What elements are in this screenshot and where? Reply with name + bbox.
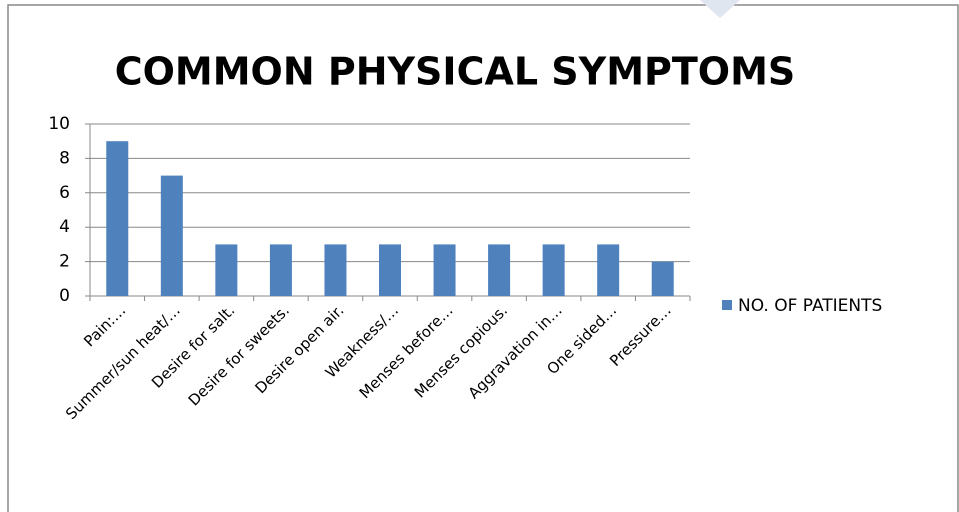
page-decoration [700,0,740,18]
chart-title: COMMON PHYSICAL SYMPTOMS [115,50,796,94]
bar [269,244,292,296]
bar [160,175,183,296]
y-tick-label: 4 [59,217,70,237]
bar [433,244,456,296]
x-tick-label: Aggravation in… [465,301,566,402]
bar [542,244,565,296]
bar [379,244,401,296]
y-tick-label: 10 [48,114,70,134]
legend-swatch [722,300,732,310]
y-tick-label: 0 [59,286,70,306]
y-tick-label: 6 [59,183,70,203]
legend-label: NO. OF PATIENTS [738,296,882,316]
bar [488,244,511,296]
x-tick-label: Menses copious. [411,301,511,401]
bar [215,244,238,296]
y-tick-label: 8 [59,148,70,168]
x-tick-label: Desire for sweets. [185,301,293,409]
bar [324,244,347,296]
chart-frame [7,4,959,512]
bar [651,261,674,296]
bar [597,244,620,296]
bar [106,141,129,296]
x-tick-label: Menses before… [356,301,457,402]
y-tick-label: 2 [59,252,70,272]
x-tick-label: Pain:… [80,301,129,350]
